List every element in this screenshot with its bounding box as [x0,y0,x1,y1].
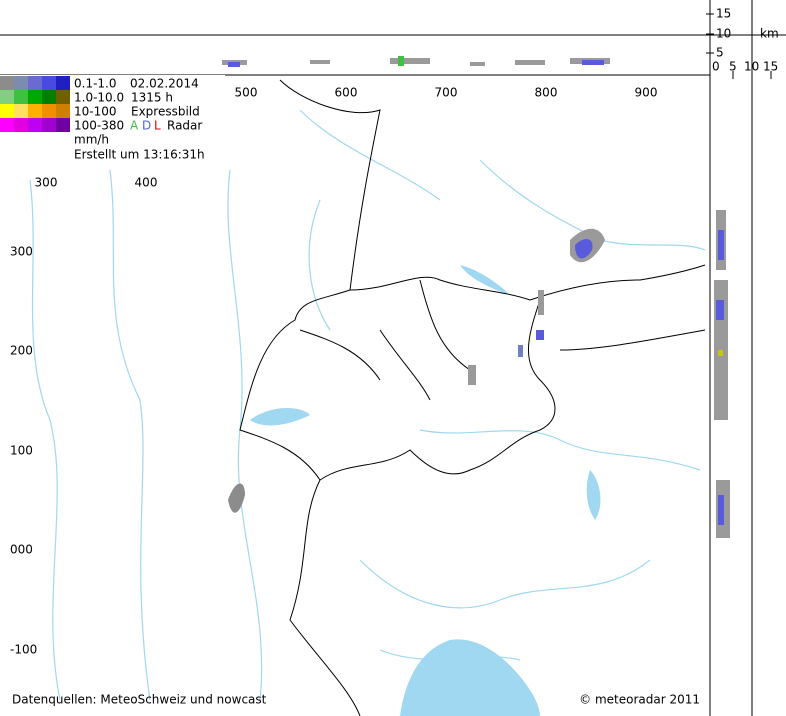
legend-radar: D [142,119,151,133]
footer-copyright: © meteoradar 2011 [579,693,700,707]
legend-unit: mm/h [74,133,109,147]
legend-created: Erstellt um 13:16:31h [74,148,205,162]
km-label: 15 [716,7,731,21]
y-label: 100 [10,444,33,458]
legend-radar: A [130,119,139,133]
y-label: 300 [10,245,33,259]
borders [239,79,706,716]
x-label: 300 [35,176,58,190]
legend-mode: Expressbild [131,105,200,119]
profile-echo [714,210,730,538]
km-label: 15 [763,60,778,74]
legend-radar-word: Radar [167,119,202,133]
y-label: 200 [10,344,33,358]
y-label: -100 [10,643,37,657]
km-label: 5 [729,60,737,74]
footer-sources: Datenquellen: MeteoSchweiz und nowcast [12,693,267,707]
legend-date: 02.02.2014 [130,77,199,91]
km-unit: km [760,27,779,41]
x-label: 800 [535,86,558,100]
x-label: 600 [335,86,358,100]
legend-time: 1315 h [131,91,173,105]
x-label: 900 [635,86,658,100]
x-label: 400 [135,176,158,190]
legend-range: 100-380 [74,119,124,133]
legend-colors [0,76,70,132]
y-label: 000 [10,543,33,557]
lakes [250,265,601,716]
x-label: 500 [235,86,258,100]
rivers [29,109,706,701]
rain-echo [228,228,605,513]
legend-radar: L [154,119,161,133]
km-label: 10 [744,60,759,74]
legend-range: 10-100 [74,105,117,119]
x-label: 700 [435,86,458,100]
profile-echo [222,56,610,67]
km-label: 0 [712,60,720,74]
km-ticks [706,13,772,79]
km-label: 5 [716,46,724,60]
km-label: 10 [716,27,731,41]
legend-range: 1.0-10.0 [74,91,124,105]
legend-range: 0.1-1.0 [74,77,117,91]
